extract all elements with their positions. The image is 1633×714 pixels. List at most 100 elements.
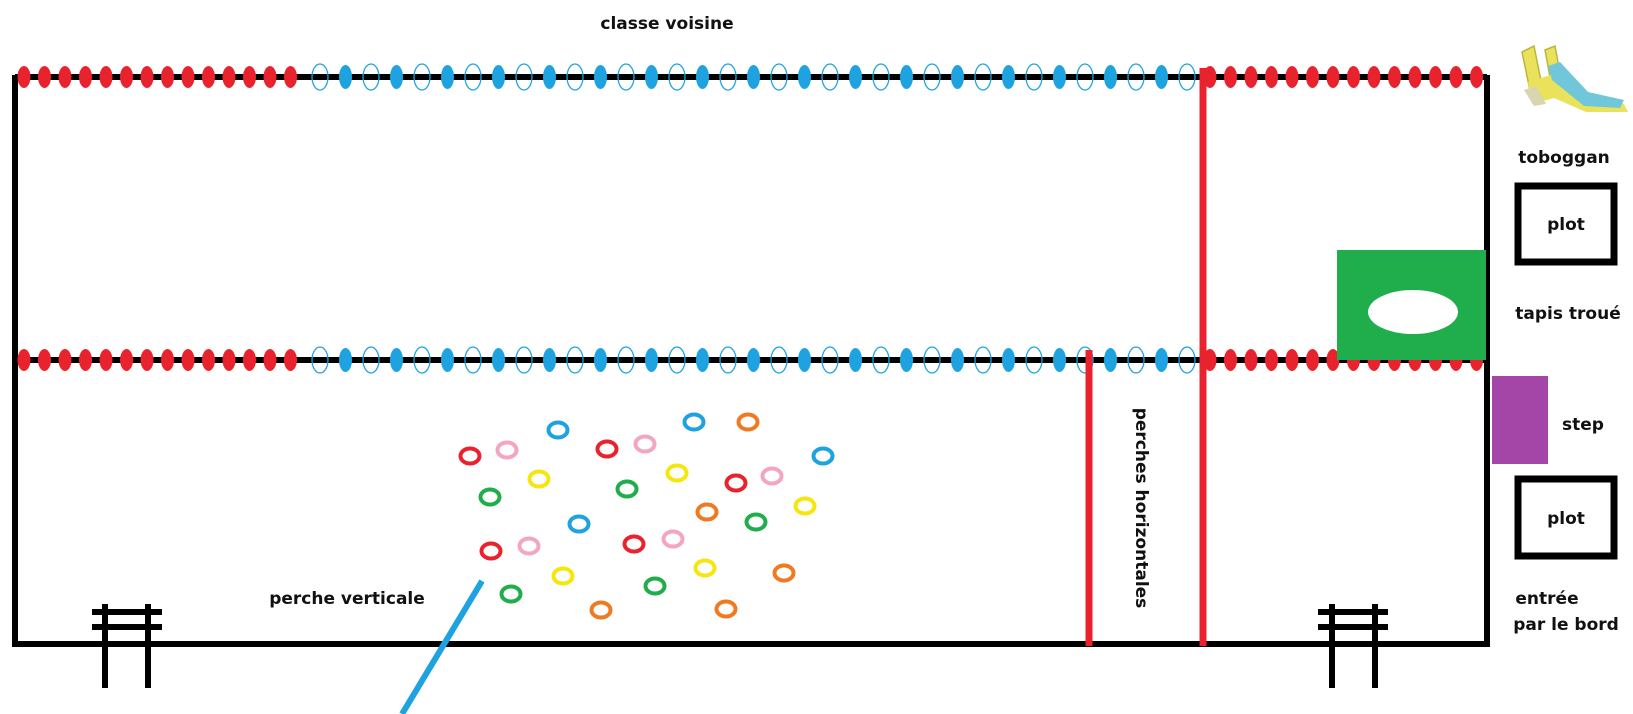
hoop-ring [724,473,748,493]
blue-outline-bead [362,346,380,374]
blue-outline-bead [464,346,482,374]
red-bead [222,66,236,88]
red-bead [99,349,113,371]
red-bead [79,349,92,371]
blue-outline-bead [719,346,737,374]
hoop-ring [517,536,541,556]
red-bead [140,349,154,371]
hoop-ring [567,514,591,534]
blue-outline-bead [974,63,992,91]
hoop-ring [811,446,835,466]
red-bead [202,66,215,88]
red-bead [1285,349,1299,371]
blue-outline-bead [872,346,890,374]
hoop-ring [643,576,667,596]
blue-outline-bead [974,346,992,374]
red-bead [1408,66,1422,88]
blue-outline-bead [1127,63,1145,91]
red-bead [243,66,256,88]
blue-outline-bead [923,346,941,374]
ladder-icon-left [92,604,162,688]
blue-bead [696,348,709,372]
blue-bead [543,65,556,89]
label-entree-line1: entrée [1515,589,1578,609]
blue-outline-bead [821,63,839,91]
blue-outline-bead [821,346,839,374]
blue-outline-bead [770,346,788,374]
red-bead [1224,66,1237,88]
blue-bead [645,348,658,372]
blue-bead [747,348,760,372]
slide-icon [1521,44,1628,112]
red-bead [1306,66,1319,88]
blue-outline-bead [1127,346,1145,374]
red-bead [140,66,154,88]
blue-bead [390,65,403,89]
hoop-ring [495,440,519,460]
red-bead [181,66,195,88]
red-bead [58,66,72,88]
blue-outline-bead [923,63,941,91]
blue-outline-bead [515,346,533,374]
red-bead [99,66,113,88]
red-bead [1285,66,1299,88]
red-bead [1306,349,1319,371]
hoop-ring [633,434,657,454]
blue-outline-bead [1076,63,1094,91]
hoop-ring [736,412,760,432]
blue-bead [1104,348,1117,372]
label-plot-bottom: plot [1547,509,1585,529]
red-bead [58,349,72,371]
label-tapis-troue: tapis troué [1515,304,1620,324]
hoop-ring [499,584,523,604]
mat-hole [1368,290,1458,334]
blue-outline-bead [566,346,584,374]
red-bead [1265,349,1278,371]
blue-outline-bead [1178,63,1196,91]
red-bead [1265,66,1278,88]
blue-outline-bead [515,63,533,91]
blue-bead [1002,65,1015,89]
red-bead [1470,66,1483,88]
blue-bead [1002,348,1015,372]
red-bead [263,349,277,371]
hoop-ring [682,412,706,432]
plot-box-bottom [1514,475,1618,560]
hoop-ring [772,563,796,583]
red-bead [38,349,51,371]
hoop-ring [546,420,570,440]
blue-bead [951,65,964,89]
blue-outline-bead [1025,63,1043,91]
red-bead [120,349,133,371]
hoop-ring [695,502,719,522]
hoops-field [458,412,835,620]
red-bead [161,349,174,371]
blue-bead [1155,65,1168,89]
vertical-pole [399,579,485,714]
blue-outline-bead [413,346,431,374]
hoop-ring [793,496,817,516]
red-bead [284,349,297,371]
blue-bead [900,348,913,372]
blue-bead [645,65,658,89]
blue-outline-bead [311,63,329,91]
red-bead [222,349,236,371]
blue-bead [1053,65,1066,89]
blue-outline-bead [719,63,737,91]
red-bead [120,66,133,88]
blue-bead [594,348,607,372]
step-block [1492,376,1548,464]
blue-bead [543,348,556,372]
blue-outline-bead [1178,346,1196,374]
hoop-ring [760,466,784,486]
blue-bead [951,348,964,372]
blue-bead [900,65,913,89]
blue-bead [1155,348,1168,372]
red-bead [17,66,31,88]
hoop-ring [665,463,689,483]
hoop-ring [622,534,646,554]
red-bead [181,349,195,371]
middle-rail-beads [17,346,1483,374]
blue-outline-bead [770,63,788,91]
red-bead [1244,349,1258,371]
